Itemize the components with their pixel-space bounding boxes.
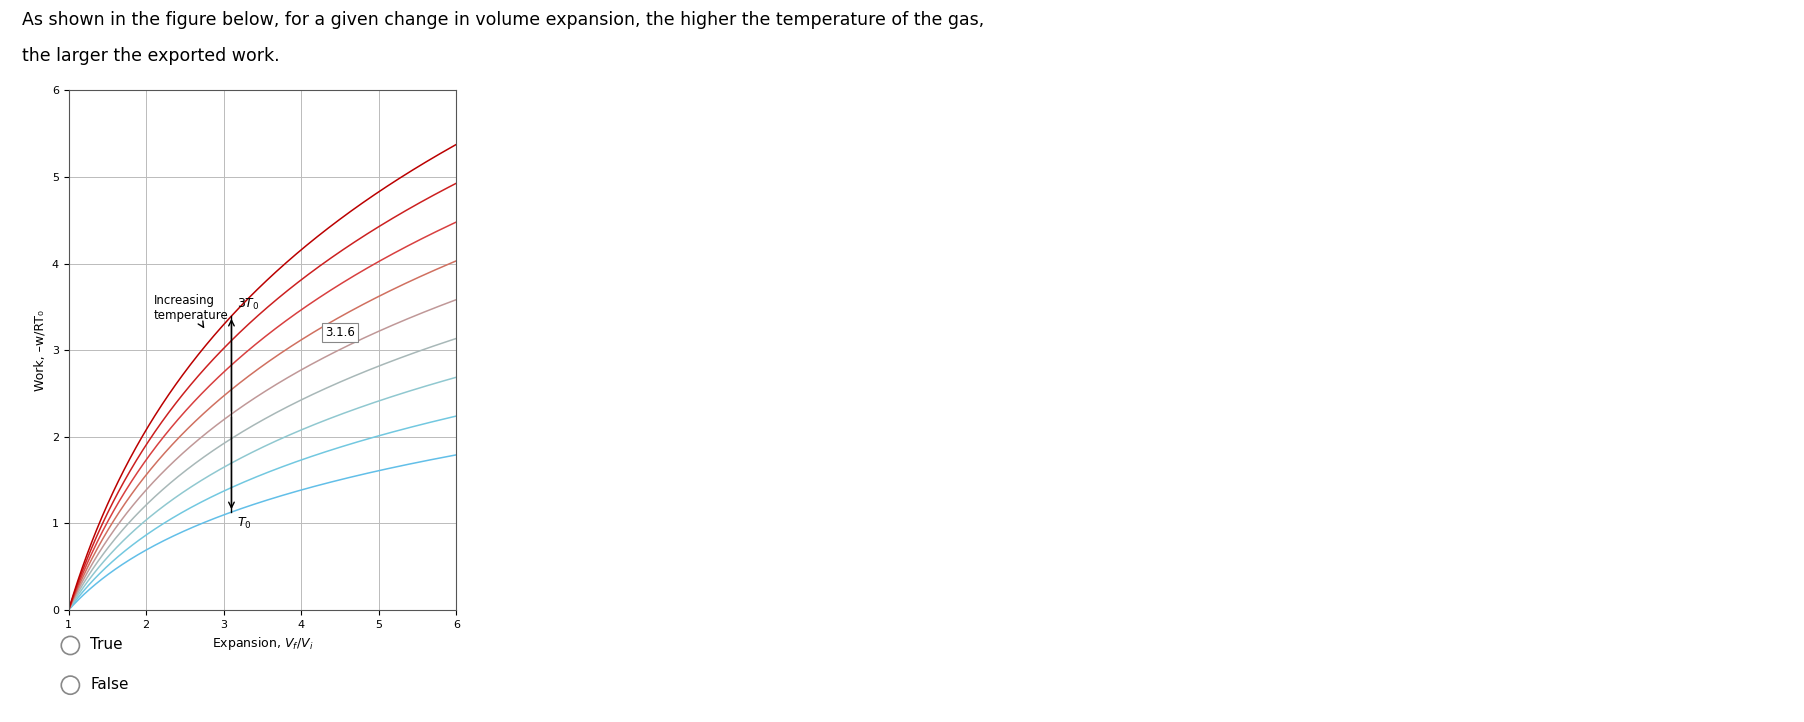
Text: $T_0$: $T_0$ xyxy=(236,516,251,531)
Text: the larger the exported work.: the larger the exported work. xyxy=(22,47,280,65)
Text: True: True xyxy=(90,638,123,652)
Text: As shown in the figure below, for a given change in volume expansion, the higher: As shown in the figure below, for a give… xyxy=(22,11,983,29)
Text: Increasing
temperature: Increasing temperature xyxy=(153,294,229,327)
Y-axis label: Work, –w/RT₀: Work, –w/RT₀ xyxy=(32,310,47,391)
Circle shape xyxy=(61,676,79,695)
Text: $3T_0$: $3T_0$ xyxy=(236,297,260,312)
Circle shape xyxy=(61,636,79,655)
Text: 3.1.6: 3.1.6 xyxy=(325,326,355,339)
X-axis label: Expansion, $V_f$/$V_i$: Expansion, $V_f$/$V_i$ xyxy=(211,635,314,653)
Text: False: False xyxy=(90,677,128,692)
